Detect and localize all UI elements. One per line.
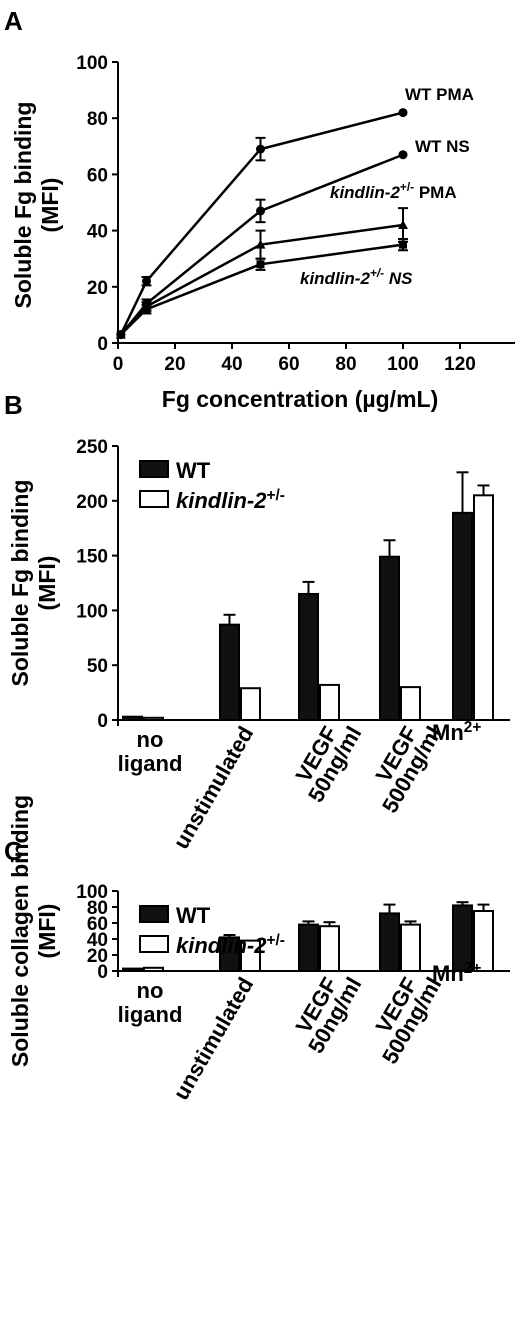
data-point	[256, 206, 265, 216]
y-axis-title: Soluble collagen binding	[7, 795, 33, 1067]
y-tick-label: 60	[87, 914, 108, 935]
legend-swatch	[139, 490, 169, 508]
y-tick-label: 80	[87, 898, 108, 919]
bar	[400, 686, 421, 721]
data-point	[398, 108, 408, 118]
series-line	[119, 243, 404, 336]
category-label: no	[137, 978, 164, 1003]
x-tick-label: 60	[278, 354, 299, 375]
y-axis-title-unit: (MFI)	[34, 556, 60, 611]
x-tick-label: 120	[444, 354, 476, 375]
y-tick-label: 0	[97, 334, 108, 355]
x-tick-label: 20	[164, 354, 185, 375]
legend-swatch	[139, 460, 169, 478]
y-axis-title-unit: (MFI)	[34, 904, 60, 959]
bar	[298, 592, 319, 722]
bar	[400, 923, 421, 972]
data-point	[399, 240, 407, 249]
y-tick-label: 40	[87, 930, 108, 951]
y-tick-label: 200	[76, 492, 108, 513]
bar	[143, 716, 164, 721]
y-tick-label: 60	[87, 165, 108, 186]
x-axis-title: Fg concentration (µg/mL)	[162, 386, 438, 412]
bar	[122, 967, 143, 972]
bar	[298, 923, 319, 972]
series-label: kindlin-2+/- PMA	[330, 180, 457, 202]
category-label: ligand	[118, 1002, 183, 1027]
series-label: kindlin-2+/- NS	[300, 266, 413, 288]
y-tick-label: 100	[76, 53, 108, 74]
bar	[319, 925, 340, 973]
data-point	[256, 144, 265, 154]
panel-a-chart: 0 20 40 60 80 100 0 20 40 60 80 100 120 Fg concentrat…	[10, 53, 515, 412]
data-point	[116, 330, 125, 339]
y-tick-label: 20	[87, 278, 108, 299]
y-tick-label: 250	[76, 437, 108, 458]
panel-letter-b: B	[4, 390, 23, 420]
bar	[379, 555, 400, 721]
y-tick-label: 150	[76, 547, 108, 568]
panel-letter-c: C	[4, 836, 23, 866]
category-label: ligand	[118, 751, 183, 776]
category-label: Mn2+	[432, 960, 481, 987]
bar	[143, 966, 164, 972]
data-point	[142, 305, 151, 314]
data-point	[142, 276, 151, 286]
panel-b-chart: 0 50 100 150 200 250 WT kindlin-2+/- noliganduns…	[7, 437, 510, 853]
bar	[219, 623, 240, 722]
y-tick-label: 40	[87, 222, 108, 243]
data-point	[256, 260, 265, 269]
legend-label: kindlin-2+/-	[176, 487, 285, 514]
y-tick-label: 100	[76, 882, 108, 903]
y-axis-title-unit: (MFI)	[37, 178, 63, 233]
bar	[122, 715, 143, 721]
data-point	[398, 219, 408, 229]
y-tick-label: 100	[76, 601, 108, 622]
data-point	[255, 239, 266, 249]
legend-label: kindlin-2+/-	[176, 932, 285, 959]
y-tick-label: 50	[87, 656, 108, 677]
y-axis-title: Soluble Fg binding	[7, 480, 33, 687]
category-label: unstimulated	[168, 973, 258, 1104]
y-tick-label: 80	[87, 109, 108, 130]
category-label: no	[137, 727, 164, 752]
panel-letter-a: A	[4, 6, 23, 36]
legend-swatch	[139, 905, 169, 923]
category-label: Mn2+	[432, 719, 481, 746]
series-line	[119, 111, 404, 336]
bar	[240, 939, 261, 972]
bar	[473, 494, 494, 721]
bar	[319, 683, 340, 721]
y-tick-label: 0	[97, 711, 108, 732]
legend-label: WT	[176, 903, 211, 928]
series-label: WT PMA	[405, 85, 474, 104]
x-tick-label: 100	[387, 354, 419, 375]
category-label: unstimulated	[168, 722, 258, 853]
legend-swatch	[139, 935, 169, 953]
bar	[452, 511, 473, 722]
x-tick-label: 40	[221, 354, 242, 375]
bar	[240, 687, 261, 722]
bar	[379, 912, 400, 973]
x-tick-label: 80	[335, 354, 356, 375]
y-tick-label: 0	[97, 962, 108, 983]
y-axis-title: Soluble Fg binding	[10, 102, 36, 309]
series-label: WT NS	[415, 137, 470, 156]
data-point	[398, 150, 408, 160]
y-tick-label: 20	[87, 946, 108, 967]
legend-label: WT	[176, 458, 211, 483]
x-tick-label: 0	[113, 354, 124, 375]
